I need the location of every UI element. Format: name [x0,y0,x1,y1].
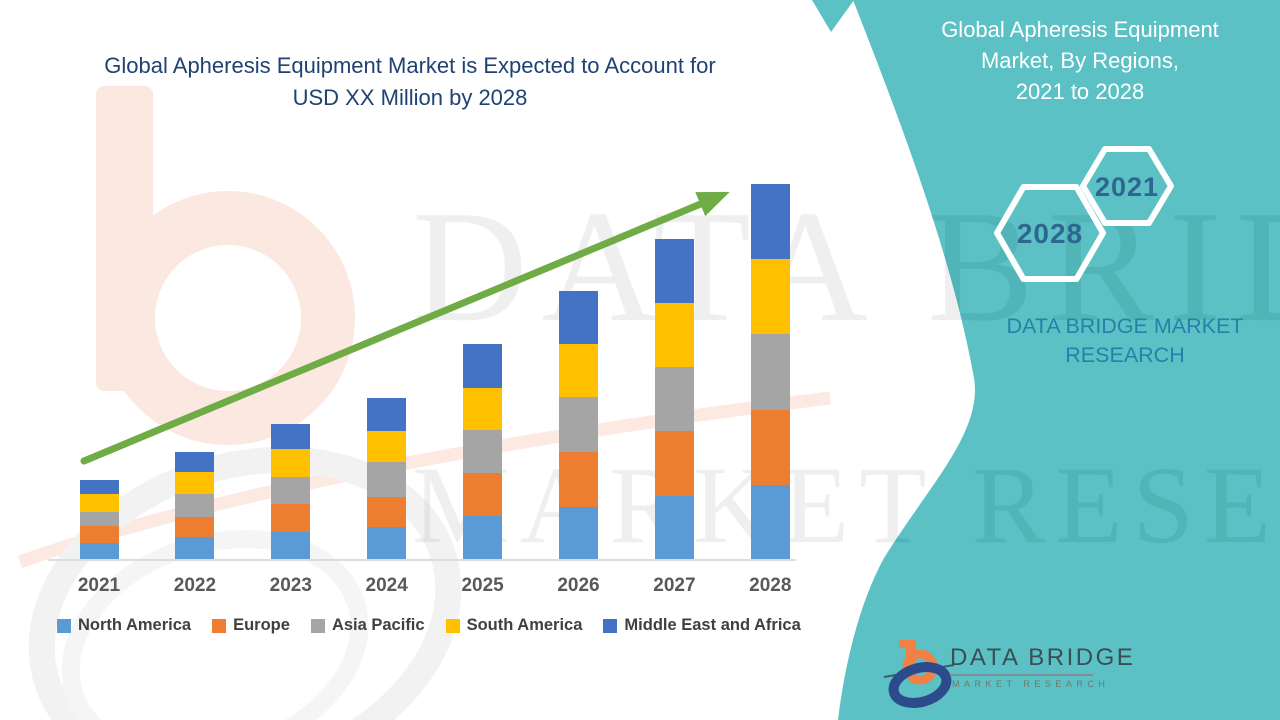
bar-2025 [463,344,503,559]
logo-wordmark: DATA BRIDGE [950,644,1136,671]
x-axis-label-2021: 2021 [77,575,121,596]
year-hexagons: 2021 2028 [994,146,1174,282]
bar-2023-segment-asia-pacific [271,477,311,504]
bar-2025-segment-north-america [463,516,503,559]
bar-2028-segment-middle-east-and-africa [750,184,790,259]
legend-swatch-icon [445,618,460,633]
legend-swatch-icon [57,618,71,633]
bar-2026-segment-asia-pacific [559,397,598,452]
x-axis-line [48,559,796,561]
chart-legend: North America Europe Asia Pacific South Ame… [57,616,847,635]
legend-swatch-icon [603,618,618,633]
chart-title-line1: Global Apheresis Equipment Market is Exp… [104,53,716,78]
legend-item-middle-east-and-africa: Middle East and Africa [603,616,801,635]
x-axis-label-2025: 2025 [461,575,504,596]
legend-label: Asia Pacific [331,616,425,634]
bar-2028-segment-north-america [750,485,790,559]
hexagon-2021-label: 2021 [1095,172,1159,202]
bar-2023 [271,424,311,559]
bar-2023-segment-south-america [271,449,311,477]
panel-title: Global Apheresis Equipment Market, By Re… [900,14,1260,107]
bar-2021 [79,480,119,559]
bar-2027-segment-south-america [654,303,694,367]
bar-2021-segment-north-america [79,543,119,559]
x-axis-label-2028: 2028 [749,575,792,596]
panel-title-line2: Market, By Regions, [980,48,1180,73]
bar-2025-segment-south-america [463,388,503,430]
bar-2028-segment-europe [750,410,790,485]
bar-2024-segment-asia-pacific [367,462,407,497]
x-axis-label-2027: 2027 [653,575,696,596]
chart-title: Global Apheresis Equipment Market is Exp… [40,50,780,114]
bar-2027-segment-asia-pacific [654,367,694,431]
legend-label: Europe [233,616,290,634]
bar-2024-segment-europe [367,497,407,527]
legend-item-europe: Europe [212,616,290,635]
brand-text-line2: RESEARCH [1065,343,1185,367]
bar-2026-segment-europe [559,452,598,507]
x-axis-label-2022: 2022 [173,575,217,596]
legend-label: South America [466,616,583,634]
bar-2027-segment-north-america [654,496,694,559]
hexagon-2021 [1080,146,1174,226]
logo-underline [950,674,1093,676]
x-axis-label-2026: 2026 [557,575,600,596]
bar-2022-segment-south-america [175,472,215,494]
bar-2021-segment-europe [79,526,119,543]
bar-2021-segment-asia-pacific [79,512,119,526]
legend-label: North America [78,616,192,634]
logo-subtitle: MARKET RESEARCH [952,679,1110,689]
data-bridge-logo-icon [883,640,955,708]
bar-2024 [367,398,407,559]
bar-2022-segment-middle-east-and-africa [175,452,215,472]
legend-swatch-icon [212,618,227,633]
legend-swatch-icon [310,618,325,633]
bar-2027-segment-middle-east-and-africa [654,239,694,303]
hexagon-2028-label: 2028 [1017,218,1083,249]
bar-2025-segment-asia-pacific [463,430,503,473]
teal-corner-notch [812,0,854,32]
bar-2025-segment-europe [463,473,503,516]
x-axis-label-2023: 2023 [269,575,312,596]
bar-2028-segment-asia-pacific [750,334,790,410]
panel-title-line3: 2021 to 2028 [1015,79,1145,104]
bar-2028 [750,184,790,559]
bar-2021-segment-middle-east-and-africa [79,480,119,494]
bar-2027 [654,239,694,559]
bar-2023-segment-europe [271,504,311,532]
hexagon-2028 [994,184,1106,282]
bar-2028-segment-south-america [750,259,790,334]
bar-2024-segment-south-america [367,431,407,462]
bar-2021-segment-south-america [79,494,119,512]
bar-2027-segment-europe [654,431,694,496]
brand-text-line1: DATA BRIDGE MARKET [1006,314,1244,338]
x-axis-label-2024: 2024 [365,575,408,596]
bar-2026 [559,291,598,559]
brand-text: DATA BRIDGE MARKET RESEARCH [965,312,1280,370]
bar-2024-segment-north-america [367,527,407,559]
legend-label: Middle East and Africa [624,616,801,634]
bar-2026-segment-south-america [559,344,598,397]
bar-2023-segment-north-america [271,532,311,559]
bar-2022 [175,452,215,559]
legend-item-asia-pacific: Asia Pacific [310,616,425,635]
panel-title-line1: Global Apheresis Equipment [941,17,1219,42]
bar-2024-segment-middle-east-and-africa [367,398,407,431]
bar-2022-segment-europe [175,517,215,537]
bar-2026-segment-north-america [559,507,598,559]
bar-2022-segment-asia-pacific [175,494,215,517]
legend-item-south-america: South America [445,616,583,635]
legend-item-north-america: North America [57,616,191,635]
bar-2022-segment-north-america [175,537,215,559]
bar-2026-segment-middle-east-and-africa [559,291,598,344]
bar-2023-segment-middle-east-and-africa [271,424,311,449]
bar-2025-segment-middle-east-and-africa [463,344,503,388]
chart-title-line2: USD XX Million by 2028 [292,85,528,110]
